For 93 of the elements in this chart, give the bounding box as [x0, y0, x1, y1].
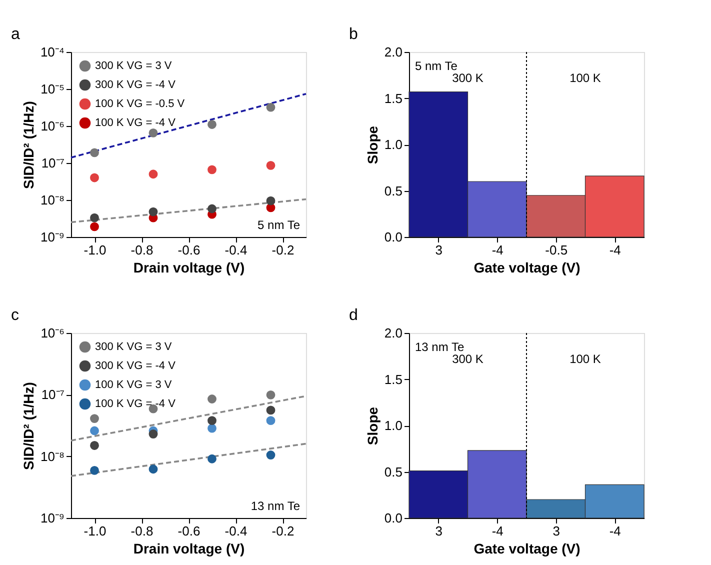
point: [90, 213, 99, 222]
x-tick-label: 3: [552, 524, 560, 538]
point: [90, 426, 99, 436]
legend-label: 300 K VG = 3 V: [95, 341, 172, 353]
point: [208, 120, 216, 129]
x-tick-label: 3: [435, 242, 442, 258]
y-tick-label: 10⁻⁷: [41, 387, 65, 402]
point: [266, 390, 276, 400]
x-tick-label: -0.6: [178, 242, 200, 258]
text: a: [11, 26, 20, 43]
x-axis-title: Gate voltage (V): [474, 260, 580, 276]
y-tick-label: 10⁻⁴: [40, 44, 64, 60]
y-tick-label: 2.0: [384, 326, 402, 340]
x-tick-label: -0.5: [545, 242, 568, 258]
point: [208, 416, 216, 426]
annotation: 5 nm Te: [415, 59, 458, 73]
annotation: 13 nm Te: [415, 340, 464, 354]
point: [266, 450, 276, 460]
legend-label: 100 K VG = -4 V: [95, 117, 176, 129]
point: [266, 416, 276, 426]
x-tick-label: -1.0: [84, 524, 106, 538]
x-tick-label: -0.6: [178, 524, 200, 538]
x-tick-label: -0.4: [224, 524, 248, 538]
point: [148, 170, 158, 179]
point: [90, 148, 99, 158]
y-tick-label: 10⁻⁹: [40, 510, 64, 526]
y-tick-label: 1.0: [384, 137, 402, 152]
y-tick-label: 0.0: [384, 230, 402, 244]
point: [90, 173, 99, 182]
x-tick-label: -0.4: [224, 242, 248, 258]
x-tick-label: -1.0: [84, 242, 106, 258]
y-tick-label: 1.5: [384, 372, 402, 387]
x-tick-label: -0.2: [272, 242, 294, 258]
legend-label: 300 K VG = -4 V: [95, 360, 176, 372]
point: [208, 394, 216, 404]
x-tick-label: -0.2: [272, 524, 294, 538]
annotation: 300 K: [452, 71, 484, 85]
x-tick-label: -0.8: [130, 242, 154, 258]
point: [148, 464, 158, 474]
y-tick-label: 10⁻⁸: [40, 448, 64, 464]
legend-label: 100 K VG = -4 V: [95, 398, 176, 410]
point: [90, 466, 99, 475]
point: [148, 128, 158, 138]
point: [208, 165, 216, 174]
y-tick-label: 10⁻⁶: [40, 118, 64, 134]
point: [266, 406, 276, 415]
y-tick-label: 10⁻⁷: [41, 156, 65, 170]
point: [90, 441, 99, 450]
y-tick-label: 10⁻⁸: [40, 192, 64, 208]
x-tick-label: 3: [435, 524, 442, 538]
annotation: 5 nm Te: [258, 218, 300, 232]
y-tick-label: 1.0: [384, 418, 402, 433]
x-tick-label: -4: [609, 242, 621, 258]
y-tick-label: 0.5: [384, 464, 402, 480]
y-tick-label: 10⁻⁵: [40, 82, 64, 96]
annotation: 300 K: [452, 352, 484, 366]
point: [266, 102, 276, 112]
point: [208, 424, 216, 433]
x-axis-title: Drain voltage (V): [133, 260, 245, 276]
point: [208, 454, 216, 464]
point: [148, 207, 158, 216]
annotation: 13 nm Te: [250, 499, 300, 513]
y-axis-title: Slope: [364, 406, 380, 446]
point: [90, 222, 99, 232]
y-tick-label: 0.0: [384, 510, 402, 526]
point: [90, 414, 99, 424]
x-tick-label: -4: [609, 524, 621, 538]
point: [266, 196, 276, 206]
x-axis-title: Drain voltage (V): [133, 540, 245, 556]
text: d: [349, 307, 358, 324]
y-axis-title: SID/ID² (1/Hz): [20, 382, 36, 470]
annotation: 100 K: [570, 352, 601, 366]
legend-label: 300 K VG = 3 V: [95, 60, 172, 72]
y-tick-label: 1.5: [384, 90, 402, 106]
x-axis-title: Gate voltage (V): [474, 540, 580, 556]
point: [148, 430, 158, 438]
y-axis-title: Slope: [364, 126, 380, 164]
text: c: [11, 307, 19, 324]
legend-label: 100 K VG = 3 V: [95, 379, 172, 391]
y-tick-label: 10⁻⁶: [40, 326, 64, 340]
y-tick-label: 2.0: [384, 44, 402, 60]
y-tick-label: 10⁻⁹: [40, 230, 64, 244]
x-tick-label: -4: [492, 242, 504, 258]
point: [266, 160, 276, 170]
annotation: 100 K: [570, 71, 601, 85]
y-axis-title: SID/ID² (1/Hz): [20, 101, 36, 189]
y-tick-label: 0.5: [384, 183, 402, 198]
text: b: [349, 26, 358, 43]
point: [208, 204, 216, 214]
x-tick-label: -4: [492, 524, 504, 538]
legend-label: 300 K VG = -4 V: [95, 79, 176, 91]
x-tick-label: -0.8: [130, 524, 154, 538]
legend-label: 100 K VG = -0.5 V: [95, 98, 186, 110]
